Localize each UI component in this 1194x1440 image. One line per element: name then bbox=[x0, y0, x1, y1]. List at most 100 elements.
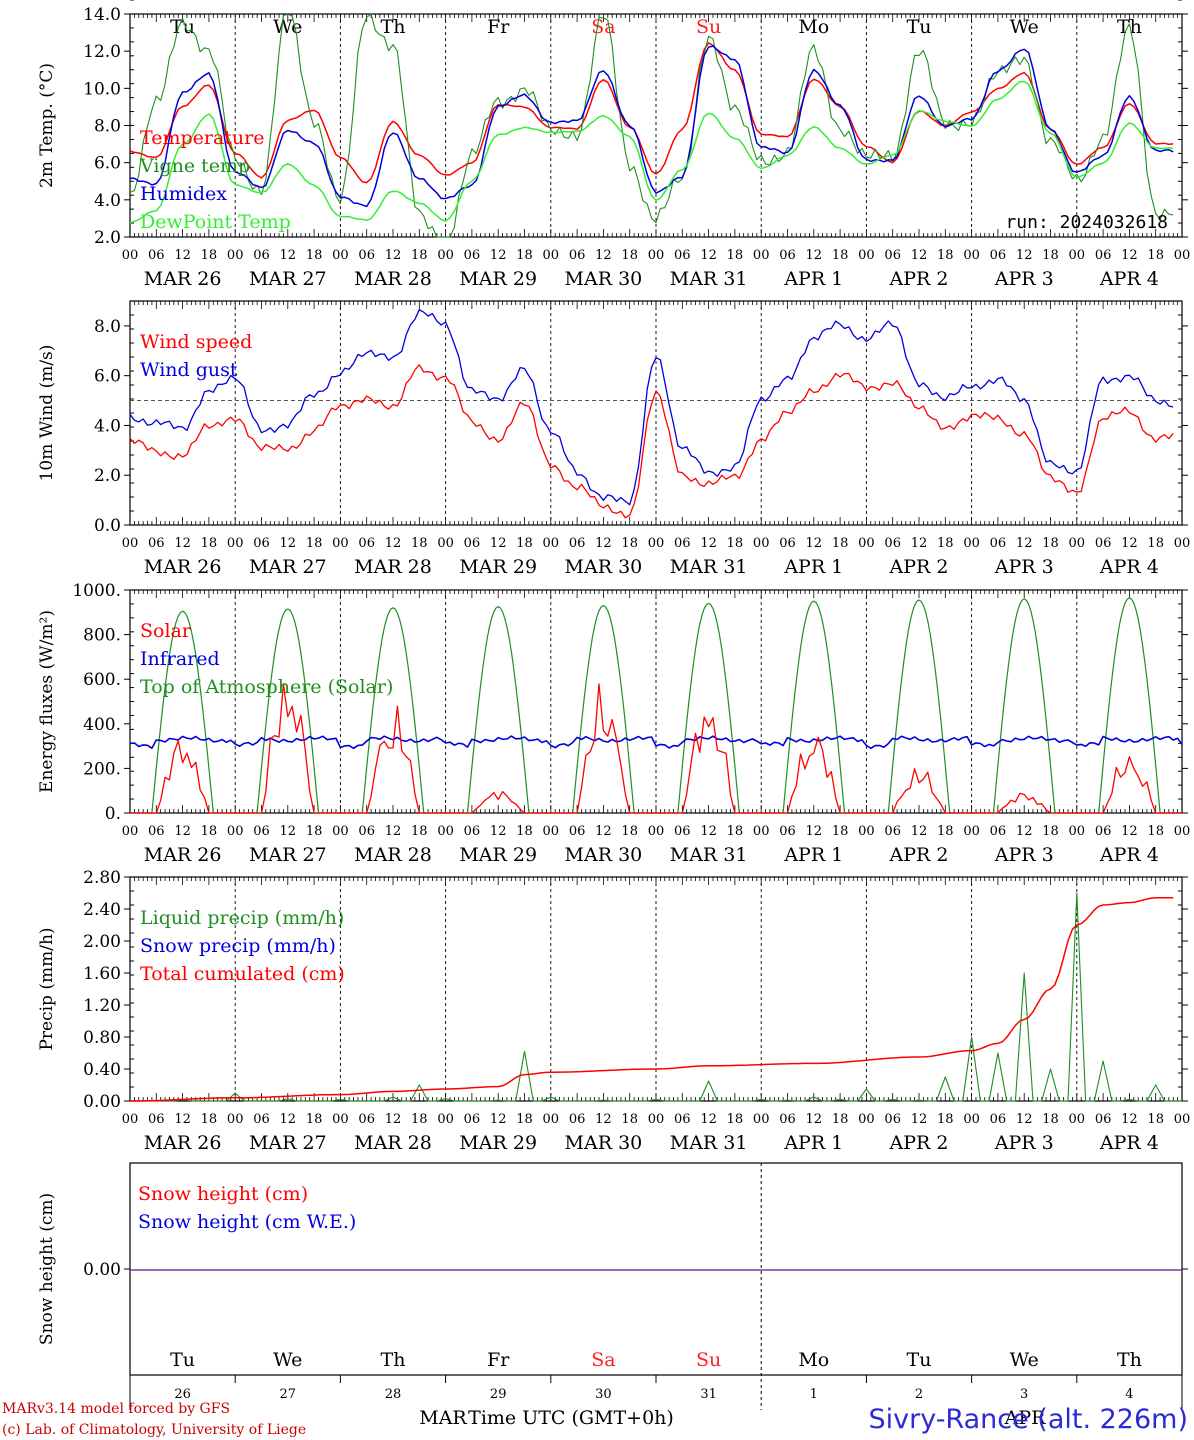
date-label: MAR 30 bbox=[565, 1132, 643, 1154]
hour-tick-label: 12 bbox=[280, 1112, 297, 1127]
hour-tick-label: 00 bbox=[227, 536, 244, 551]
hour-tick-label: 06 bbox=[464, 824, 481, 839]
date-label: MAR 27 bbox=[249, 1132, 327, 1154]
day-number: 2 bbox=[915, 1387, 923, 1402]
hour-tick-label: 18 bbox=[516, 1112, 533, 1127]
hour-tick-label: 00 bbox=[332, 824, 349, 839]
hour-tick-label: 18 bbox=[832, 248, 849, 263]
date-label: APR 2 bbox=[889, 844, 949, 866]
hour-tick-label: 18 bbox=[201, 536, 218, 551]
legend-entry: Snow precip (mm/h) bbox=[140, 935, 336, 957]
hour-tick-label: 12 bbox=[1016, 1112, 1033, 1127]
hour-tick-label: 00 bbox=[753, 1112, 770, 1127]
date-label: APR 3 bbox=[994, 268, 1054, 290]
weekday-label: Su bbox=[696, 1349, 721, 1371]
hour-tick-label: 06 bbox=[884, 248, 901, 263]
hour-tick-label: 18 bbox=[937, 536, 954, 551]
date-label: APR 3 bbox=[994, 844, 1054, 866]
hour-tick-label: 18 bbox=[1042, 1112, 1059, 1127]
hour-tick-label: 06 bbox=[990, 248, 1007, 263]
hour-tick-label: 06 bbox=[884, 1112, 901, 1127]
legend-entry: Snow height (cm) bbox=[138, 1183, 308, 1205]
hour-tick-label: 00 bbox=[648, 536, 665, 551]
hour-tick-label: 18 bbox=[1147, 824, 1164, 839]
hour-tick-label: 12 bbox=[1121, 1112, 1138, 1127]
hour-tick-label: 06 bbox=[990, 1112, 1007, 1127]
hour-tick-label: 06 bbox=[569, 1112, 586, 1127]
hour-tick-label: 00 bbox=[543, 536, 560, 551]
hour-tick-label: 00 bbox=[1174, 536, 1191, 551]
y-tick-label: 0.40 bbox=[83, 1060, 121, 1080]
hour-tick-label: 18 bbox=[516, 824, 533, 839]
month-label-mar: MAR bbox=[419, 1407, 467, 1429]
date-label: MAR 26 bbox=[144, 844, 222, 866]
hour-tick-label: 06 bbox=[148, 824, 165, 839]
date-label: MAR 30 bbox=[565, 844, 643, 866]
weekday-label: Mo bbox=[798, 1349, 829, 1371]
legend-entry: Humidex bbox=[140, 183, 227, 205]
wind-series-line bbox=[129, 309, 1174, 506]
hour-tick-label: 00 bbox=[122, 824, 139, 839]
liquid-precip-line bbox=[130, 892, 1182, 1102]
hour-tick-label: 06 bbox=[674, 248, 691, 263]
y-tick-label: 6.0 bbox=[94, 367, 121, 387]
hour-tick-label: 00 bbox=[122, 1112, 139, 1127]
date-label: MAR 27 bbox=[249, 844, 327, 866]
y-axis-label: Energy fluxes (W/m²) bbox=[37, 610, 57, 793]
hour-tick-label: 12 bbox=[911, 536, 928, 551]
y-tick-label: 0.80 bbox=[83, 1028, 121, 1048]
date-label: MAR 30 bbox=[565, 268, 643, 290]
hour-tick-label: 06 bbox=[884, 824, 901, 839]
date-label: MAR 26 bbox=[144, 268, 222, 290]
hour-tick-label: 06 bbox=[464, 248, 481, 263]
hour-tick-label: 00 bbox=[122, 248, 139, 263]
hour-tick-label: 12 bbox=[1121, 248, 1138, 263]
date-label: MAR 31 bbox=[670, 268, 748, 290]
hour-tick-label: 00 bbox=[858, 824, 875, 839]
date-label: APR 1 bbox=[783, 1132, 843, 1154]
date-label: MAR 28 bbox=[354, 844, 432, 866]
weekday-label: Tu bbox=[170, 1349, 195, 1371]
panel-frame bbox=[129, 300, 1183, 526]
hour-tick-label: 00 bbox=[648, 248, 665, 263]
station-label: Sivry-Rance (alt. 226m) bbox=[868, 1404, 1188, 1435]
hour-tick-label: 06 bbox=[464, 1112, 481, 1127]
hour-tick-label: 12 bbox=[700, 536, 717, 551]
hour-tick-label: 00 bbox=[648, 1112, 665, 1127]
solar-line bbox=[130, 683, 1182, 814]
hour-tick-label: 18 bbox=[306, 1112, 323, 1127]
hour-tick-label: 18 bbox=[937, 248, 954, 263]
date-label: MAR 28 bbox=[354, 556, 432, 578]
date-label: APR 1 bbox=[783, 844, 843, 866]
hour-tick-label: 12 bbox=[1016, 824, 1033, 839]
legend-entry: Solar bbox=[140, 620, 192, 642]
weekday-label: Th bbox=[1117, 16, 1142, 38]
hour-tick-label: 00 bbox=[437, 248, 454, 263]
hour-tick-label: 00 bbox=[227, 824, 244, 839]
date-label: MAR 31 bbox=[670, 1132, 748, 1154]
date-label: MAR 30 bbox=[565, 556, 643, 578]
hour-tick-label: 18 bbox=[727, 824, 744, 839]
hour-tick-label: 00 bbox=[332, 1112, 349, 1127]
hour-tick-label: 12 bbox=[806, 1112, 823, 1127]
day-number: 28 bbox=[385, 1387, 402, 1402]
y-tick-label: 12.0 bbox=[83, 42, 121, 62]
temperature-series-line bbox=[129, 80, 1174, 224]
hour-tick-label: 18 bbox=[306, 536, 323, 551]
temperature-series-line bbox=[129, 42, 1174, 184]
hour-tick-label: 06 bbox=[990, 824, 1007, 839]
hour-tick-label: 18 bbox=[1147, 1112, 1164, 1127]
hour-tick-label: 12 bbox=[911, 824, 928, 839]
hour-tick-label: 18 bbox=[727, 536, 744, 551]
weekday-label: Tu bbox=[170, 16, 195, 38]
hour-tick-label: 00 bbox=[437, 824, 454, 839]
hour-tick-label: 12 bbox=[806, 536, 823, 551]
date-label: MAR 31 bbox=[670, 844, 748, 866]
legend-entry: Liquid precip (mm/h) bbox=[140, 907, 344, 929]
hour-tick-label: 12 bbox=[595, 1112, 612, 1127]
weekday-label: Sa bbox=[591, 16, 615, 38]
month-label-apr: APR bbox=[1004, 1407, 1047, 1429]
weekday-label: Th bbox=[1117, 1349, 1142, 1371]
hour-tick-label: 00 bbox=[753, 536, 770, 551]
